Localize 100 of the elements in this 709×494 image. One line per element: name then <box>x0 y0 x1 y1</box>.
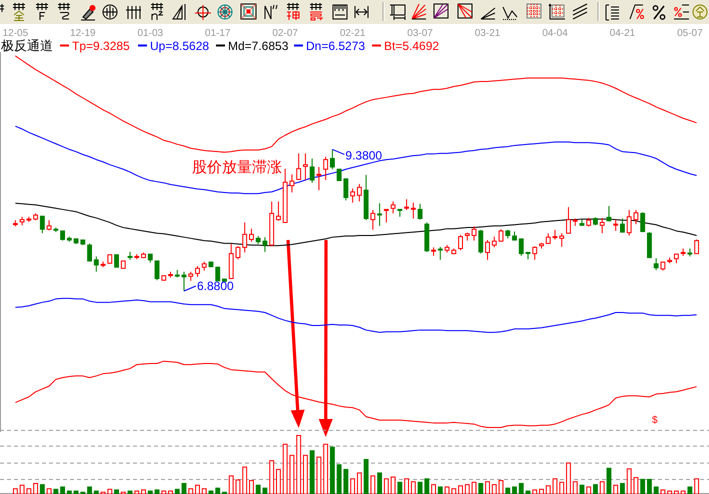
candlestick <box>215 266 220 282</box>
bar <box>188 488 194 494</box>
bar <box>356 472 362 494</box>
candlestick <box>370 210 376 230</box>
candlestick <box>323 156 328 180</box>
candlestick <box>188 271 194 282</box>
candlestick <box>114 254 119 268</box>
candlestick <box>606 206 612 222</box>
legend-label: Md=7.6853 <box>228 39 289 53</box>
x-tick-label: 05-07 <box>677 28 704 39</box>
bar <box>444 486 450 494</box>
candlestick <box>249 228 254 242</box>
bar <box>182 482 186 494</box>
candlestick <box>46 220 52 231</box>
bar <box>512 486 517 494</box>
candlestick <box>94 256 99 272</box>
bar <box>518 482 524 494</box>
bar <box>46 488 52 494</box>
annotation: 9.3800 <box>345 148 382 162</box>
bar <box>397 482 402 494</box>
bar <box>228 475 234 494</box>
x-tick-label: 03-07 <box>407 28 434 39</box>
candlestick <box>107 254 112 264</box>
legend-label: Bt=5.4692 <box>384 39 440 53</box>
candlestick <box>377 202 382 226</box>
x-tick-label: 12-19 <box>70 28 96 39</box>
bar <box>128 490 132 494</box>
bar <box>404 478 410 494</box>
candlestick <box>40 216 45 234</box>
bar <box>539 488 544 494</box>
bar <box>174 488 180 494</box>
annotation: $ <box>652 415 658 426</box>
candlestick <box>154 260 160 281</box>
candlestick <box>316 166 322 191</box>
chart-title: 极反通道 <box>0 38 53 53</box>
bar <box>526 490 530 494</box>
bar <box>626 468 632 494</box>
bar <box>202 488 207 494</box>
bar <box>269 460 274 494</box>
legend-label: Up=8.5628 <box>150 39 210 53</box>
candlestick <box>410 202 416 219</box>
legend-label: Dn=6.5273 <box>306 39 366 53</box>
annotation: 6.8800 <box>197 278 234 293</box>
x-tick-label: 04-21 <box>610 28 636 39</box>
bar <box>431 484 436 494</box>
candlestick <box>498 228 504 242</box>
bar <box>505 488 510 494</box>
x-tick-label: 03-21 <box>474 28 501 39</box>
candlestick <box>613 219 618 232</box>
bar <box>438 486 443 494</box>
bar <box>249 480 254 494</box>
bar <box>580 484 584 494</box>
candlestick <box>310 158 315 184</box>
bar <box>464 484 470 494</box>
bar <box>620 482 625 494</box>
bar <box>451 488 456 494</box>
bar <box>640 478 646 494</box>
bar <box>195 484 200 494</box>
candlestick <box>518 238 524 256</box>
candlestick <box>356 183 362 202</box>
candlestick <box>458 234 463 251</box>
candlestick <box>302 152 308 180</box>
bar <box>600 481 605 494</box>
candlestick <box>350 188 356 204</box>
bar <box>410 481 416 494</box>
candlestick <box>195 266 200 278</box>
candlestick <box>566 206 571 234</box>
bar <box>302 454 308 494</box>
bar <box>134 490 140 494</box>
bar <box>566 462 571 494</box>
bar <box>114 489 119 494</box>
bar <box>572 481 578 494</box>
bar <box>370 475 376 494</box>
candlestick <box>478 229 484 254</box>
x-tick-label: 04-04 <box>542 28 568 39</box>
bar <box>242 466 248 494</box>
candlestick <box>390 201 396 214</box>
bar <box>586 486 592 494</box>
bar <box>593 484 598 494</box>
candlestick <box>559 232 564 248</box>
x-tick-label: 01-03 <box>137 28 164 39</box>
bar <box>552 478 558 494</box>
candlestick <box>384 208 389 223</box>
bar <box>107 488 112 494</box>
bar <box>154 489 160 494</box>
candlestick <box>600 217 605 234</box>
bar <box>94 490 99 494</box>
candlestick <box>492 236 497 248</box>
bar <box>148 490 153 494</box>
legend-label: Tp=9.3285 <box>72 39 130 53</box>
candlestick <box>418 203 423 220</box>
bar <box>256 484 261 494</box>
x-tick-label: 02-07 <box>272 28 298 39</box>
x-tick-label: 12-05 <box>2 28 29 39</box>
bar <box>478 482 484 494</box>
candlestick <box>626 210 632 236</box>
candlestick <box>633 210 638 225</box>
bar <box>418 482 423 494</box>
candlestick <box>182 271 186 292</box>
candlestick <box>262 236 268 252</box>
